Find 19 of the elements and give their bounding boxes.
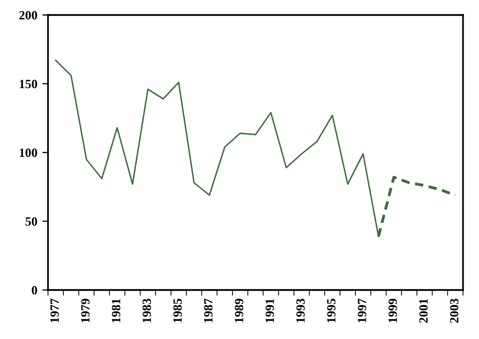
x-tick-label: 1977: [50, 298, 59, 322]
x-tick-label: 1979: [81, 298, 90, 322]
x-tick-label: 1995: [327, 298, 336, 322]
x-tick-label: 1981: [112, 298, 120, 322]
y-tick-label: 0: [32, 286, 38, 294]
x-tick-label: 1987: [204, 298, 213, 322]
x-tick-label: 2003: [450, 298, 458, 323]
x-tick-label: 1993: [296, 298, 305, 322]
x-tick-label: 1985: [173, 298, 182, 322]
y-tick-label: 200: [19, 11, 38, 20]
y-tick-label: 150: [20, 80, 38, 88]
x-tick-label: 2001: [419, 298, 428, 323]
x-tick-label: 1997: [358, 298, 366, 322]
x-tick-label: 1991: [266, 298, 274, 322]
y-tick-label: 50: [26, 217, 38, 226]
x-tick-label: 1989: [234, 298, 244, 322]
x-tick-label: 1999: [388, 298, 397, 322]
x-tick-label: 1983: [142, 298, 152, 322]
y-tick-label: 100: [20, 148, 38, 157]
